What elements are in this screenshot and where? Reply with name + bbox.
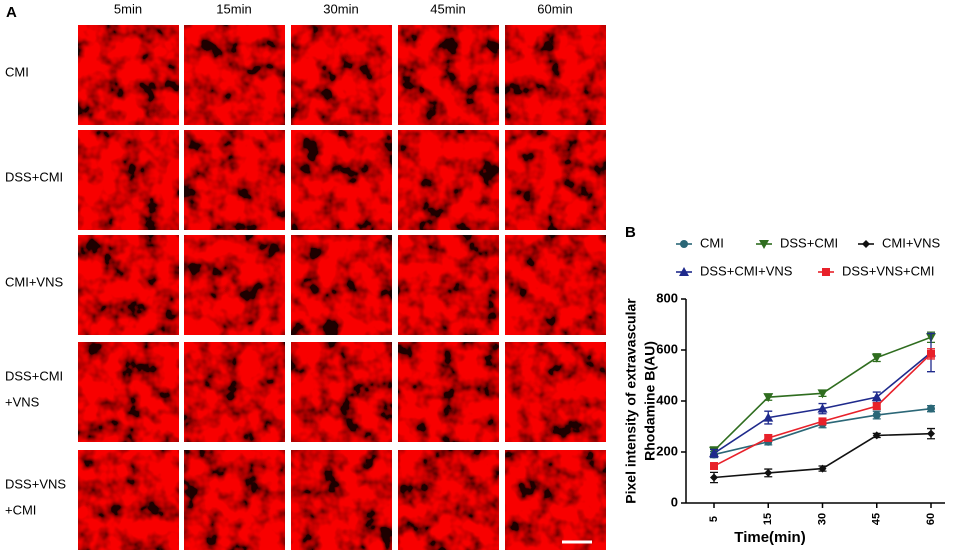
micrograph-texture xyxy=(184,25,285,125)
data-point xyxy=(871,392,882,402)
micrograph-texture xyxy=(505,25,606,125)
micrograph-texture xyxy=(78,130,179,230)
micrograph-texture xyxy=(398,342,499,442)
x-axis-label: Time(min) xyxy=(734,529,805,546)
row-label: +VNS xyxy=(5,394,40,409)
data-point xyxy=(927,404,935,413)
data-point xyxy=(871,353,882,363)
x-tick-label: 15 xyxy=(762,513,774,525)
x-tick-label: 5 xyxy=(708,516,720,522)
micrograph-texture xyxy=(291,235,392,335)
legend-label: CMI+VNS xyxy=(882,235,940,250)
micrograph-texture xyxy=(505,450,606,550)
micrograph-texture xyxy=(398,450,499,550)
legend-marker xyxy=(822,268,830,276)
legend-label: DSS+CMI xyxy=(780,235,838,250)
micrograph-texture xyxy=(291,130,392,230)
micrograph-texture xyxy=(184,130,285,230)
legend-marker xyxy=(759,240,769,249)
micrograph-texture xyxy=(78,342,179,442)
data-point xyxy=(872,431,881,440)
column-label: 60min xyxy=(537,1,572,16)
data-point xyxy=(872,411,881,420)
row-label: DSS+VNS xyxy=(5,476,66,491)
data-point xyxy=(710,473,718,482)
row-label: DSS+CMI xyxy=(5,368,63,383)
column-label: 5min xyxy=(114,1,142,16)
micrograph-texture xyxy=(291,25,392,125)
x-tick-label: 60 xyxy=(925,513,937,525)
legend-marker xyxy=(680,240,688,248)
legend-label: CMI xyxy=(700,235,724,250)
column-label: 45min xyxy=(430,1,465,16)
data-point xyxy=(818,417,827,426)
row-label: CMI+VNS xyxy=(5,274,63,289)
data-point xyxy=(872,402,881,411)
row-label: DSS+CMI xyxy=(5,169,63,184)
micrograph-texture xyxy=(505,342,606,442)
micrograph-texture xyxy=(291,342,392,442)
data-point xyxy=(764,468,773,477)
micrograph-texture xyxy=(398,235,499,335)
micrograph-texture xyxy=(184,342,285,442)
row-label: CMI xyxy=(5,64,29,79)
micrograph-texture xyxy=(398,130,499,230)
legend-marker xyxy=(862,240,870,248)
column-label: 15min xyxy=(216,1,251,16)
micrograph-texture xyxy=(291,450,392,550)
x-tick-label: 45 xyxy=(871,513,883,525)
row-label: +CMI xyxy=(5,502,36,517)
micrograph-texture xyxy=(184,235,285,335)
micrograph-texture xyxy=(78,235,179,335)
micrograph-texture xyxy=(78,25,179,125)
y-tick-label: 400 xyxy=(656,392,678,407)
y-tick-label: 200 xyxy=(656,443,678,458)
micrograph-texture xyxy=(398,25,499,125)
data-point xyxy=(763,412,774,422)
micrograph-texture xyxy=(78,450,179,550)
legend-marker xyxy=(679,267,689,276)
data-point xyxy=(709,448,719,458)
legend-label: DSS+CMI+VNS xyxy=(700,263,793,278)
data-point xyxy=(818,464,827,473)
y-tick-label: 0 xyxy=(671,494,678,509)
panel-letter: B xyxy=(625,224,636,241)
data-point xyxy=(817,403,828,413)
data-point xyxy=(927,349,935,358)
micrograph-texture xyxy=(505,130,606,230)
x-tick-label: 30 xyxy=(816,513,828,525)
micrograph-texture xyxy=(184,450,285,550)
data-point xyxy=(817,389,828,399)
panel-letter: A xyxy=(6,4,17,21)
y-axis-label: Rhodamine B(AU) xyxy=(642,341,658,461)
y-axis-label: Pixel intensity of extravascular xyxy=(623,298,639,504)
data-point xyxy=(764,433,773,442)
legend-label: DSS+VNS+CMI xyxy=(842,263,934,278)
data-point xyxy=(763,393,774,403)
y-tick-label: 600 xyxy=(656,341,678,356)
data-point xyxy=(927,429,935,438)
column-label: 30min xyxy=(323,1,358,16)
y-tick-label: 800 xyxy=(656,290,678,305)
data-point xyxy=(710,462,718,471)
micrograph-texture xyxy=(505,235,606,335)
